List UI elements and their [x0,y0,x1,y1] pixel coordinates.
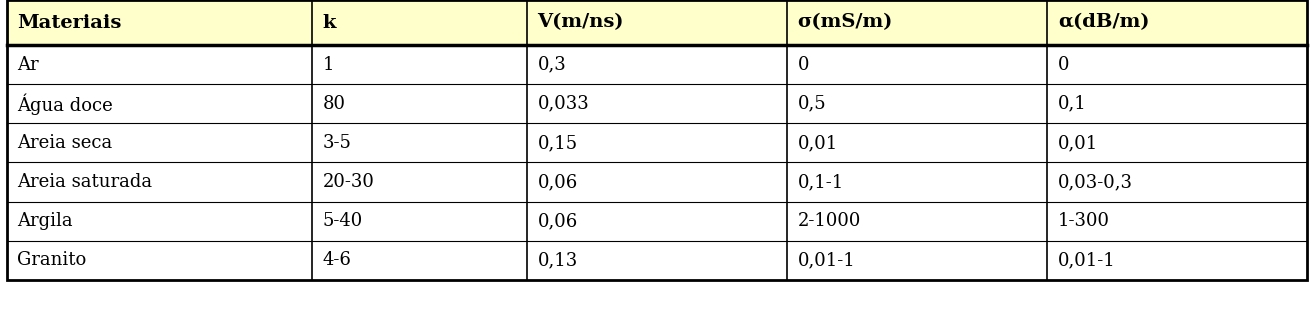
Text: 0,03-0,3: 0,03-0,3 [1058,173,1133,191]
Bar [7,0,1307,280]
Text: 0,15: 0,15 [537,134,578,152]
Text: k: k [323,14,336,31]
Text: 0,1-1: 0,1-1 [798,173,844,191]
Text: 0: 0 [798,56,809,74]
Text: 0,01-1: 0,01-1 [1058,251,1116,269]
Text: 0,5: 0,5 [798,95,827,113]
Text: Ar: Ar [17,56,38,74]
Text: σ(mS/m): σ(mS/m) [798,14,894,31]
Bar [7,45,1307,84]
Text: α(dB/m): α(dB/m) [1058,14,1150,31]
Text: Água doce: Água doce [17,93,113,114]
Text: 0,1: 0,1 [1058,95,1087,113]
Text: 5-40: 5-40 [323,212,363,230]
Text: 1: 1 [323,56,334,74]
Bar [7,162,1307,202]
Text: Areia seca: Areia seca [17,134,112,152]
Text: 0,033: 0,033 [537,95,589,113]
Text: 1-300: 1-300 [1058,212,1110,230]
Text: 2-1000: 2-1000 [798,212,861,230]
Bar [7,241,1307,280]
Text: Materiais: Materiais [17,14,121,31]
Text: 0,13: 0,13 [537,251,578,269]
Text: 0,06: 0,06 [537,212,578,230]
Text: Granito: Granito [17,251,87,269]
Text: 0,01: 0,01 [798,134,838,152]
Bar [7,123,1307,162]
Text: 0,01: 0,01 [1058,134,1099,152]
Text: 0,3: 0,3 [537,56,566,74]
Bar [7,84,1307,123]
Text: 4-6: 4-6 [323,251,352,269]
Text: Argila: Argila [17,212,72,230]
Bar [7,0,1307,45]
Text: V(m/ns): V(m/ns) [537,14,624,31]
Text: 3-5: 3-5 [323,134,352,152]
Text: 0: 0 [1058,56,1070,74]
Text: 0,06: 0,06 [537,173,578,191]
Text: 20-30: 20-30 [323,173,374,191]
Text: 0,01-1: 0,01-1 [798,251,855,269]
Bar [7,202,1307,241]
Text: Areia saturada: Areia saturada [17,173,152,191]
Text: 80: 80 [323,95,346,113]
